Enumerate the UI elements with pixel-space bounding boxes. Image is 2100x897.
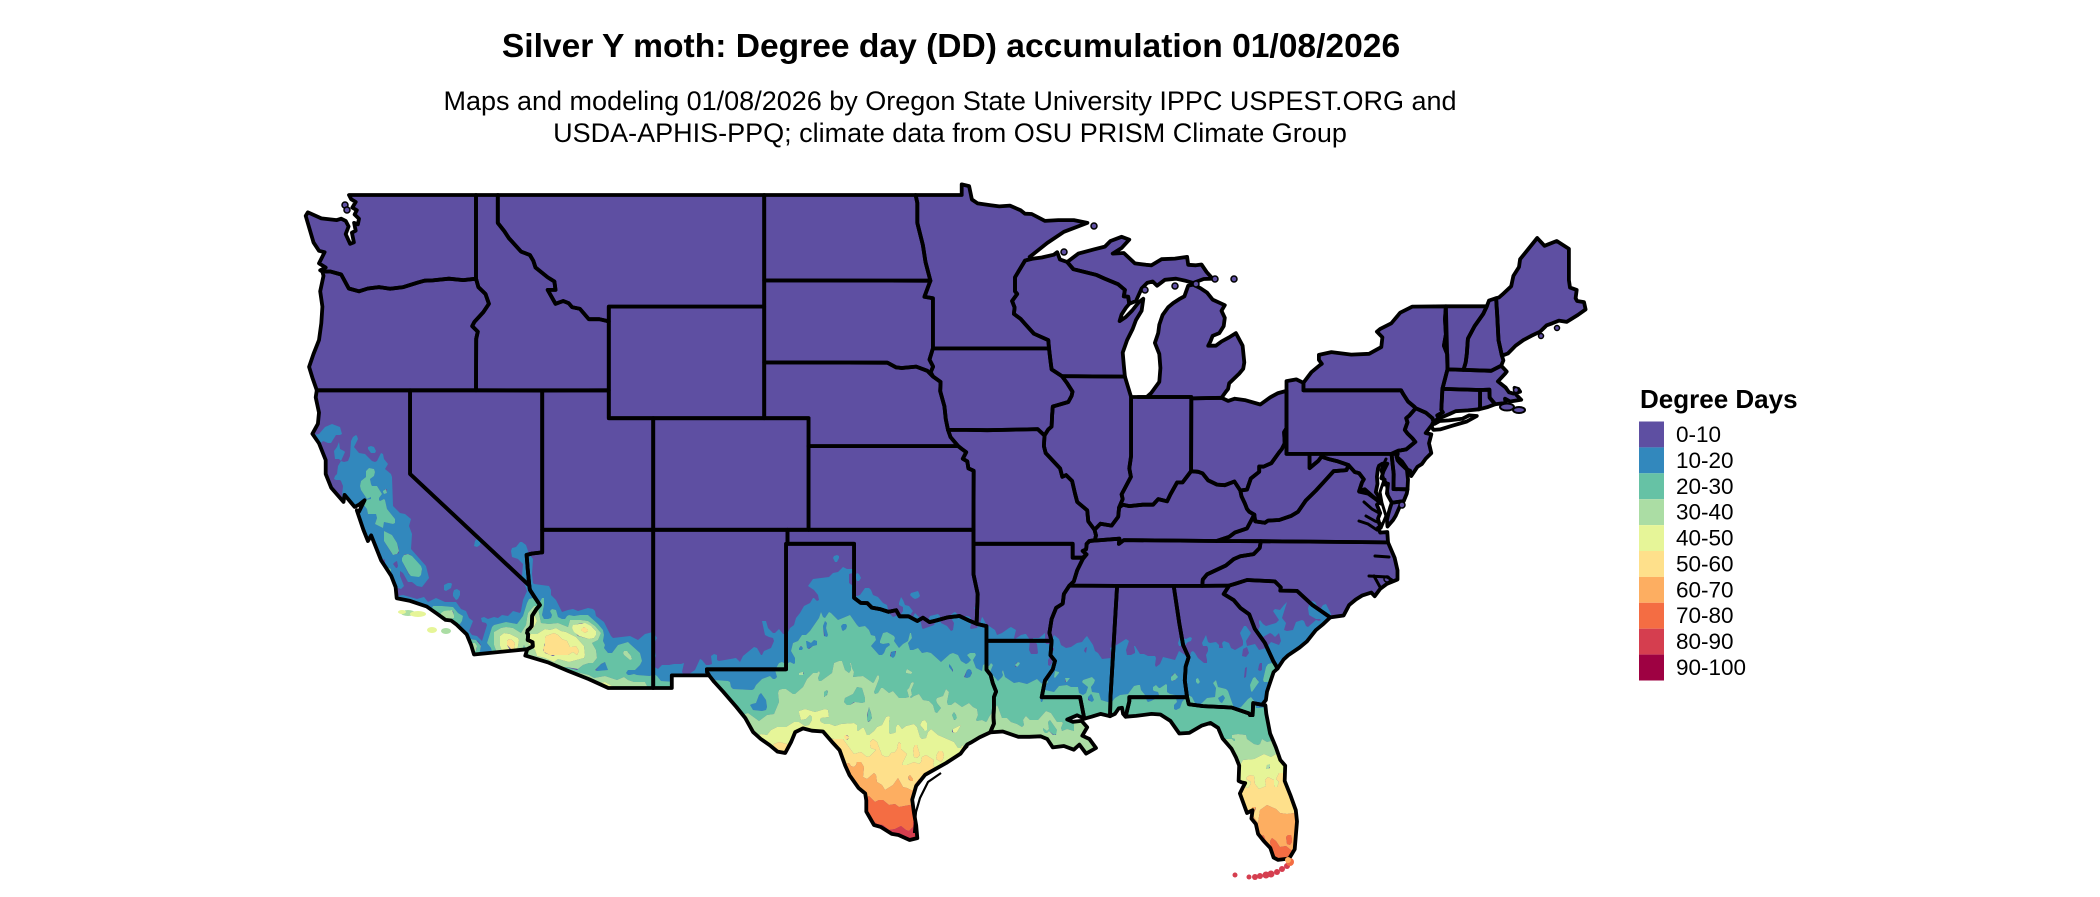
svg-text:10-20: 10-20 (1676, 448, 1734, 473)
svg-text:50-60: 50-60 (1676, 552, 1734, 577)
svg-text:USDA-APHIS-PPQ; climate data f: USDA-APHIS-PPQ; climate data from OSU PR… (553, 118, 1347, 148)
svg-text:Silver Y moth: Degree day (DD): Silver Y moth: Degree day (DD) accumulat… (502, 28, 1400, 65)
svg-text:20-30: 20-30 (1676, 474, 1734, 499)
svg-text:40-50: 40-50 (1676, 526, 1734, 551)
svg-text:70-80: 70-80 (1676, 603, 1734, 628)
svg-text:30-40: 30-40 (1676, 500, 1734, 525)
svg-text:Maps and modeling 01/08/2026 b: Maps and modeling 01/08/2026 by Oregon S… (443, 86, 1456, 116)
svg-text:90-100: 90-100 (1676, 655, 1746, 680)
svg-text:80-90: 80-90 (1676, 629, 1734, 654)
svg-text:Degree Days: Degree Days (1640, 384, 1798, 414)
svg-text:60-70: 60-70 (1676, 577, 1734, 602)
svg-text:0-10: 0-10 (1676, 422, 1721, 447)
